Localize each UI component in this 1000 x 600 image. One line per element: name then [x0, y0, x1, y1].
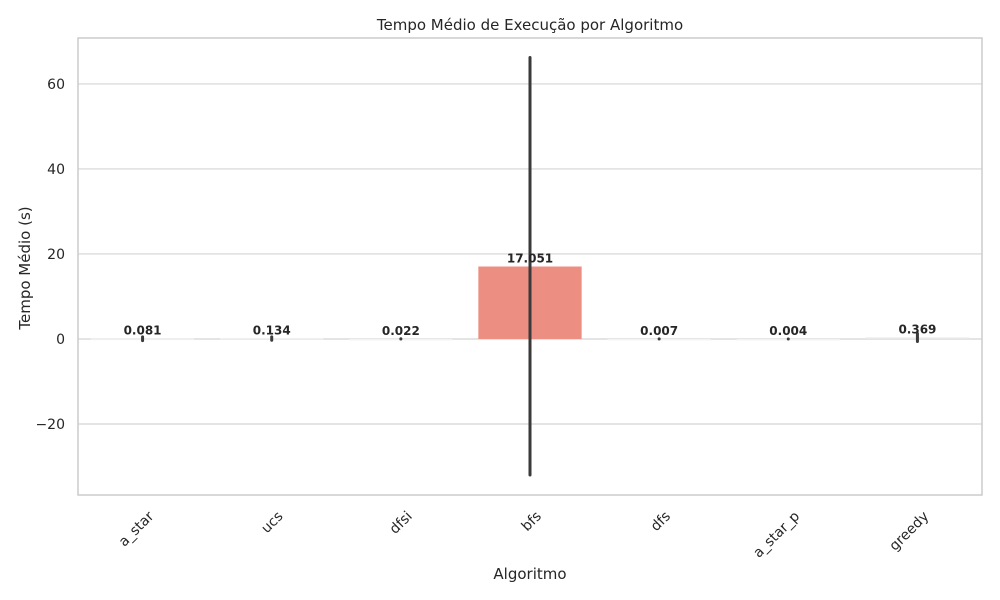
y-tick-label: 40 — [47, 162, 65, 178]
y-tick-label: 60 — [47, 77, 65, 93]
y-tick-label: 0 — [56, 332, 65, 348]
y-axis-label: Tempo Médio (s) — [16, 206, 34, 330]
bar-value-label: 0.007 — [640, 324, 678, 338]
bar-value-label: 0.022 — [382, 324, 420, 338]
y-tick-label: 20 — [47, 247, 65, 263]
bar-value-label: 0.134 — [253, 323, 291, 337]
bar-value-label: 0.081 — [124, 324, 162, 338]
error-layer — [141, 56, 919, 477]
bar-value-label: 17.051 — [507, 251, 553, 265]
chart-title: Tempo Médio de Execução por Algoritmo — [376, 16, 683, 34]
x-axis-label: Algoritmo — [493, 565, 566, 583]
bar-value-label: 0.004 — [769, 324, 807, 338]
y-ticks: −20 0 20 40 60 — [35, 77, 65, 433]
y-tick-label: −20 — [35, 417, 65, 433]
label-layer: 0.081 0.134 0.022 17.051 0.007 0.004 0.369 — [124, 251, 937, 337]
bar-value-label: 0.369 — [898, 322, 936, 336]
plot-frame — [77, 37, 983, 496]
